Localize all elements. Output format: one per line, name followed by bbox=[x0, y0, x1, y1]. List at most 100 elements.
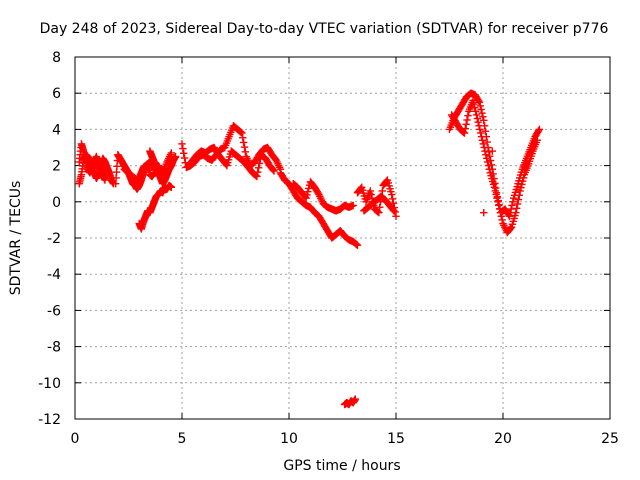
data-point bbox=[470, 100, 478, 108]
data-point bbox=[474, 118, 482, 126]
data-point bbox=[515, 191, 523, 199]
data-point bbox=[237, 128, 245, 136]
data-point bbox=[475, 98, 484, 106]
y-tick-labels: -12 -10 -8 -6 -4 -2 0 2 4 6 8 bbox=[38, 50, 61, 428]
data-point bbox=[171, 152, 180, 161]
x-tick-label: 20 bbox=[494, 431, 512, 447]
data-point bbox=[255, 159, 264, 168]
y-tick-label: -4 bbox=[47, 267, 61, 283]
data-point bbox=[480, 143, 488, 152]
data-series-7 bbox=[184, 143, 278, 181]
data-point bbox=[511, 188, 520, 197]
data-point bbox=[518, 180, 526, 189]
data-point bbox=[507, 223, 516, 231]
data-point bbox=[101, 176, 109, 184]
data-point bbox=[464, 111, 472, 120]
data-point bbox=[483, 138, 491, 146]
data-point bbox=[388, 195, 397, 203]
data-point bbox=[253, 172, 261, 181]
data-point bbox=[241, 148, 250, 156]
data-point bbox=[239, 134, 247, 142]
data-point bbox=[392, 212, 400, 220]
data-point bbox=[535, 125, 544, 134]
data-point bbox=[512, 185, 520, 194]
data-point bbox=[512, 204, 521, 213]
data-point bbox=[480, 116, 488, 125]
y-tick-label: 0 bbox=[52, 195, 61, 211]
y-tick-label: -2 bbox=[47, 231, 61, 247]
data-point bbox=[358, 186, 367, 194]
x-axis-title: GPS time / hours bbox=[283, 458, 400, 474]
data-point bbox=[507, 224, 515, 232]
data-point bbox=[351, 395, 360, 403]
y-tick-label: 4 bbox=[52, 122, 61, 138]
data-series-4 bbox=[135, 181, 176, 233]
data-point bbox=[485, 165, 494, 173]
data-point bbox=[240, 143, 249, 151]
data-point bbox=[488, 147, 496, 155]
data-point bbox=[480, 208, 488, 217]
data-point bbox=[493, 194, 501, 202]
data-point bbox=[113, 162, 121, 171]
data-point bbox=[477, 105, 485, 114]
data-point bbox=[469, 96, 477, 105]
data-point bbox=[505, 212, 514, 220]
data-series-9 bbox=[289, 178, 357, 215]
data-point bbox=[518, 177, 527, 185]
data-point bbox=[224, 159, 232, 167]
data-point bbox=[508, 220, 517, 228]
data-point bbox=[304, 184, 313, 193]
data-series-12 bbox=[360, 192, 398, 215]
data-point bbox=[352, 240, 361, 249]
y-tick-label: 8 bbox=[52, 50, 61, 66]
y-tick-label: 2 bbox=[52, 159, 61, 175]
x-tick-label: 5 bbox=[178, 431, 187, 447]
data-point bbox=[488, 174, 496, 183]
data-point bbox=[353, 241, 362, 249]
data-series-1 bbox=[75, 151, 109, 188]
data-point bbox=[486, 169, 494, 177]
data-point bbox=[472, 111, 481, 119]
data-series-11 bbox=[353, 176, 400, 220]
data-point bbox=[497, 212, 505, 220]
data-point bbox=[495, 205, 504, 213]
data-point bbox=[510, 214, 518, 223]
data-point bbox=[489, 180, 498, 189]
data-series-10 bbox=[340, 395, 360, 409]
data-point bbox=[225, 153, 234, 161]
data-point bbox=[491, 187, 499, 195]
data-point bbox=[479, 113, 487, 121]
data-point bbox=[367, 190, 375, 199]
data-point bbox=[224, 156, 233, 164]
data-point bbox=[476, 125, 484, 134]
data-point bbox=[494, 198, 502, 206]
data-point bbox=[112, 168, 121, 176]
data-point bbox=[359, 189, 368, 197]
data-point bbox=[167, 183, 176, 192]
data-series-5 bbox=[146, 147, 180, 188]
data-point bbox=[180, 154, 189, 162]
data-point bbox=[389, 206, 397, 214]
data-point bbox=[112, 174, 120, 182]
x-tick-label: 25 bbox=[601, 431, 619, 447]
data-point bbox=[378, 187, 387, 195]
data-point bbox=[178, 140, 186, 148]
data-point bbox=[374, 208, 382, 216]
data-point bbox=[376, 203, 384, 211]
data-series-14 bbox=[447, 96, 541, 237]
y-axis-title: SDTVAR / TECUs bbox=[8, 181, 24, 296]
data-point bbox=[358, 183, 366, 192]
y-tick-label: -8 bbox=[47, 340, 61, 356]
data-point bbox=[487, 172, 495, 180]
data-point bbox=[473, 114, 482, 123]
data-point bbox=[483, 158, 492, 166]
y-tick-label: -6 bbox=[47, 303, 61, 319]
data-point bbox=[179, 144, 187, 153]
data-point bbox=[478, 136, 487, 144]
data-point bbox=[513, 182, 521, 191]
data-point bbox=[471, 107, 480, 116]
data-point bbox=[475, 122, 483, 130]
data-point bbox=[180, 149, 188, 157]
data-point bbox=[390, 207, 398, 215]
x-tick-labels: 0 5 10 15 20 25 bbox=[71, 431, 619, 447]
